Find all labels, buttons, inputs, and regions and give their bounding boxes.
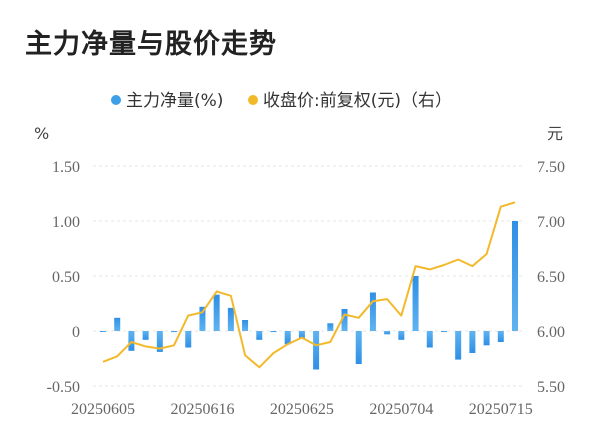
x-axis-ticks: 20250605 20250616 20250625 20250704 20250715 <box>71 401 533 418</box>
bar <box>270 331 277 333</box>
legend-marker-line <box>248 95 258 105</box>
legend-marker-bars <box>111 95 121 105</box>
bar <box>341 309 348 331</box>
bar <box>426 331 433 348</box>
left-tick-label: 0 <box>72 324 80 341</box>
right-axis-ticks: 7.50 7.00 6.50 6.00 5.50 <box>537 159 565 396</box>
bar <box>327 323 334 331</box>
bar <box>256 331 263 340</box>
bar <box>199 306 206 331</box>
x-tick-label: 20250704 <box>369 401 433 418</box>
left-tick-label: 0.50 <box>52 269 80 286</box>
chart-title: 主力净量与股价走势 <box>25 29 277 60</box>
legend: 主力净量(%) 收盘价:前复权(元)（右） <box>111 91 452 111</box>
legend-label-bars: 主力净量(%) <box>126 91 223 111</box>
bar <box>185 331 192 348</box>
bar <box>128 331 135 351</box>
bar <box>171 331 178 333</box>
left-tick-label: 1.50 <box>52 159 80 176</box>
right-axis-unit: 元 <box>547 124 563 143</box>
bar <box>298 331 305 339</box>
bar <box>242 320 249 331</box>
right-tick-label: 7.50 <box>537 159 565 176</box>
line-series <box>102 201 516 369</box>
bar <box>284 331 291 345</box>
bar <box>355 331 362 364</box>
x-tick-label: 20250625 <box>270 401 334 418</box>
bar <box>100 331 106 332</box>
bar <box>156 331 163 352</box>
bar <box>469 331 476 353</box>
price-line <box>102 201 516 369</box>
right-tick-label: 7.00 <box>537 214 565 231</box>
gridlines <box>93 165 525 387</box>
left-axis-ticks: 1.50 1.00 0.50 0 -0.50 <box>47 159 80 396</box>
bar <box>227 307 234 331</box>
bar <box>455 331 462 360</box>
bar <box>313 331 320 370</box>
legend-label-line: 收盘价:前复权(元)（右） <box>263 91 452 111</box>
right-tick-label: 6.00 <box>537 324 565 341</box>
bar <box>398 331 405 340</box>
left-tick-label: 1.00 <box>52 214 80 231</box>
x-tick-label: 20250715 <box>469 401 533 418</box>
bar <box>412 276 419 331</box>
bar <box>114 317 121 331</box>
right-tick-label: 5.50 <box>537 379 565 396</box>
bar <box>483 331 490 346</box>
bar <box>213 294 220 331</box>
bar <box>512 221 518 331</box>
left-axis-unit: % <box>34 124 49 143</box>
bar <box>384 331 391 335</box>
bar <box>369 292 376 331</box>
bar <box>497 331 504 342</box>
bar-series <box>100 221 518 370</box>
bar <box>142 331 149 340</box>
left-tick-label: -0.50 <box>47 379 80 396</box>
x-tick-label: 20250605 <box>71 401 135 418</box>
x-tick-label: 20250616 <box>170 401 234 418</box>
bar <box>440 331 447 332</box>
right-tick-label: 6.50 <box>537 269 565 286</box>
